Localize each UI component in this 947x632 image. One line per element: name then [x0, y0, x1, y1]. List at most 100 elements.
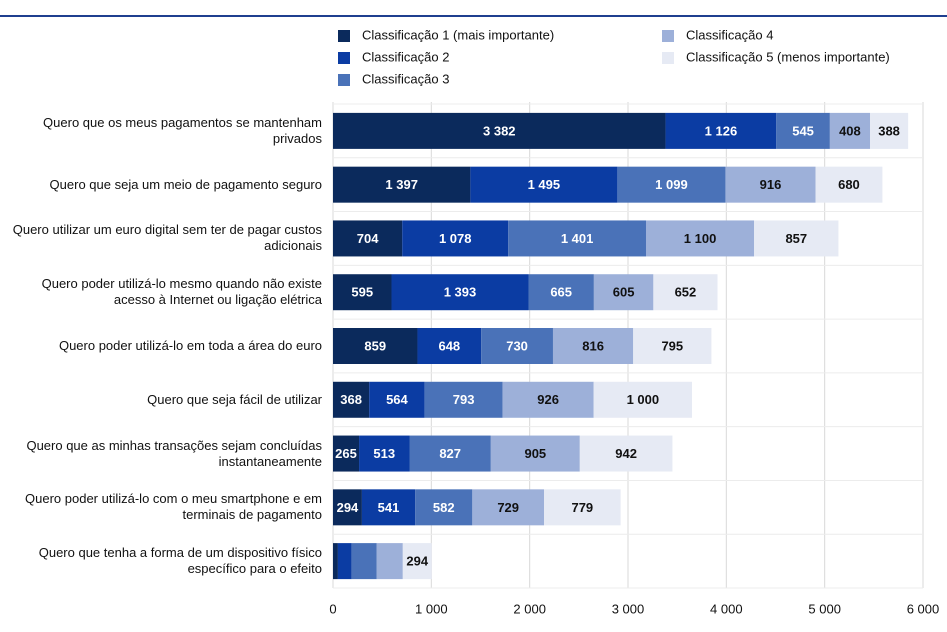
- bar-segment: [333, 166, 471, 203]
- bar-segment: [369, 381, 425, 418]
- value-label: 1 397: [385, 177, 418, 192]
- legend-swatch: [662, 30, 674, 42]
- x-tick-label: 0: [329, 601, 336, 616]
- bar-segment: [361, 489, 416, 526]
- bar-segment: [351, 543, 377, 580]
- y-tick-label: Quero poder utilizá-lo com o meu smartph…: [25, 491, 322, 523]
- bar-segment: [617, 166, 726, 203]
- bar-segment: [402, 220, 509, 257]
- bar-segment: [815, 166, 883, 203]
- value-label: 595: [351, 285, 373, 300]
- value-label: 779: [571, 500, 593, 515]
- value-label: 730: [506, 338, 528, 353]
- value-label: 1 099: [655, 177, 688, 192]
- value-label: 665: [550, 285, 572, 300]
- x-tick-label: 3 000: [612, 601, 645, 616]
- value-label: 795: [661, 338, 683, 353]
- bar-segment: [754, 220, 839, 257]
- bar-segment: [470, 166, 618, 203]
- y-tick-label: Quero que seja um meio de pagamento segu…: [49, 176, 322, 192]
- bar-segment: [376, 543, 403, 580]
- value-label: 605: [613, 285, 635, 300]
- value-label: 859: [364, 338, 386, 353]
- legend-label: Classificação 1 (mais importante): [362, 27, 554, 42]
- legend-label: Classificação 3: [362, 71, 449, 86]
- bar-segment: [472, 489, 545, 526]
- value-label: 513: [373, 446, 395, 461]
- bar-segment: [544, 489, 621, 526]
- value-label: 1 100: [684, 231, 717, 246]
- bar-segment: [333, 543, 338, 580]
- x-tick-label: 4 000: [710, 601, 743, 616]
- bar-segment: [333, 112, 666, 149]
- bar-segment: [333, 220, 403, 257]
- value-label: 1 393: [444, 285, 477, 300]
- bar-segment: [337, 543, 352, 580]
- value-label: 905: [524, 446, 546, 461]
- value-label: 582: [433, 500, 455, 515]
- value-label: 648: [438, 338, 460, 353]
- y-tick-label: Quero utilizar um euro digital sem ter d…: [12, 222, 322, 254]
- value-label: 294: [406, 554, 428, 569]
- value-label: 3 382: [483, 123, 516, 138]
- value-label: 704: [357, 231, 379, 246]
- bar-segment: [665, 112, 777, 149]
- value-label: 793: [453, 392, 475, 407]
- legend-label: Classificação 4: [686, 27, 773, 42]
- y-tick-label: Quero que seja fácil de utilizar: [147, 391, 322, 407]
- bar-segment: [415, 489, 473, 526]
- bar-segment: [359, 435, 410, 472]
- y-tick-label: Quero poder utilizá-lo mesmo quando não …: [41, 276, 322, 308]
- value-label: 1 495: [528, 177, 561, 192]
- value-label: 564: [386, 392, 408, 407]
- bar-segment: [593, 381, 693, 418]
- legend-swatch: [338, 52, 350, 64]
- value-label: 652: [675, 285, 697, 300]
- value-label: 680: [838, 177, 860, 192]
- bar-segment: [508, 220, 646, 257]
- value-label: 294: [337, 500, 359, 515]
- bar-segment: [869, 112, 909, 149]
- value-label: 942: [615, 446, 637, 461]
- value-label: 1 078: [439, 231, 472, 246]
- y-tick-label: Quero que tenha a forma de um dispositiv…: [38, 545, 322, 577]
- legend-swatch: [338, 74, 350, 86]
- bar-segment: [333, 328, 418, 364]
- bar-segment: [528, 274, 594, 311]
- bar-segment: [490, 435, 580, 472]
- value-label: 265: [335, 446, 357, 461]
- bar-segment: [645, 220, 755, 257]
- bar-segment: [829, 112, 870, 149]
- value-label: 1 126: [705, 123, 738, 138]
- bar-segment: [402, 543, 432, 580]
- legend-label: Classificação 5 (menos importante): [686, 49, 890, 64]
- bar-segment: [481, 328, 553, 364]
- legend-label: Classificação 2: [362, 49, 449, 64]
- bar-segment: [725, 166, 816, 203]
- value-label: 1 000: [627, 392, 660, 407]
- bar-segment: [333, 274, 392, 311]
- y-tick-label: Quero que os meus pagamentos se mantenha…: [43, 114, 322, 146]
- value-label: 408: [839, 123, 861, 138]
- value-label: 857: [785, 231, 807, 246]
- value-label: 1 401: [561, 231, 594, 246]
- value-label: 388: [878, 123, 900, 138]
- value-label: 729: [497, 500, 519, 515]
- value-label: 541: [378, 500, 400, 515]
- bar-segment: [502, 381, 594, 418]
- y-tick-label: Quero que as minhas transações sejam con…: [26, 437, 322, 469]
- bar-segment: [424, 381, 503, 418]
- value-label: 916: [760, 177, 782, 192]
- legend-swatch: [662, 52, 674, 64]
- bar-segment: [593, 274, 654, 311]
- bar-segment: [552, 328, 634, 364]
- value-label: 545: [792, 123, 814, 138]
- x-tick-label: 1 000: [415, 601, 448, 616]
- value-label: 368: [340, 392, 362, 407]
- legend-swatch: [338, 30, 350, 42]
- bar-segment: [333, 381, 370, 418]
- bar-segment: [776, 112, 830, 149]
- y-tick-label: Quero poder utilizá-lo em toda a área do…: [58, 338, 322, 353]
